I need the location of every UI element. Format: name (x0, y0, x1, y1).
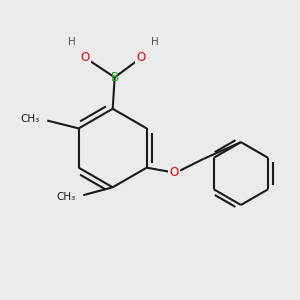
Text: O: O (169, 166, 179, 179)
Text: CH₃: CH₃ (20, 114, 39, 124)
Text: B: B (111, 71, 119, 84)
Text: O: O (81, 51, 90, 64)
Text: CH₃: CH₃ (56, 192, 75, 202)
Text: H: H (151, 37, 159, 47)
Text: O: O (136, 51, 146, 64)
Text: H: H (68, 37, 75, 47)
